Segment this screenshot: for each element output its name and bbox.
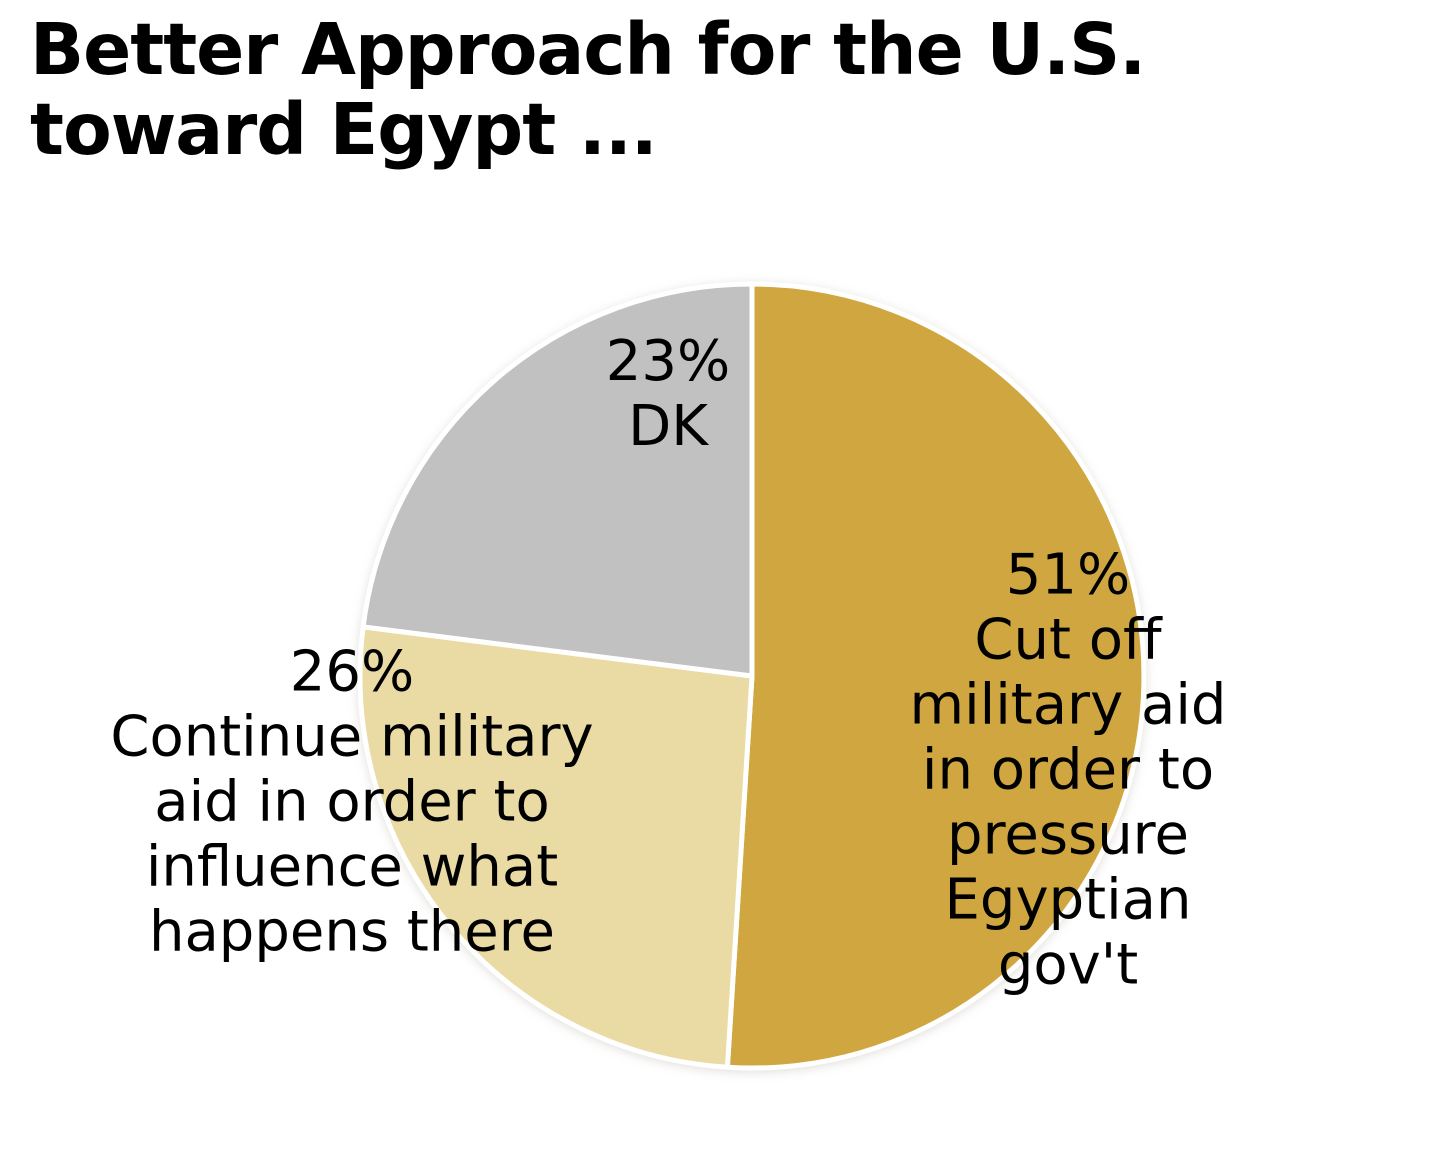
pie-slice-2 (360, 281, 755, 679)
pie-slice-0 (724, 281, 1147, 1071)
pie-label-cut-off-military-aid: 51% Cut off military aid in order to pre… (909, 542, 1227, 998)
pie-label-dk: 23% DK (605, 329, 731, 459)
chart-title-line-2: toward Egypt ... (30, 88, 658, 171)
pie-label-continue-military-aid: 26% Continue military aid in order to in… (110, 639, 594, 965)
chart-title: Better Approach for the U.S. toward Egypt… (30, 8, 1146, 171)
pie-slice-1 (357, 624, 755, 1070)
chart-title-line-1: Better Approach for the U.S. (30, 8, 1146, 91)
